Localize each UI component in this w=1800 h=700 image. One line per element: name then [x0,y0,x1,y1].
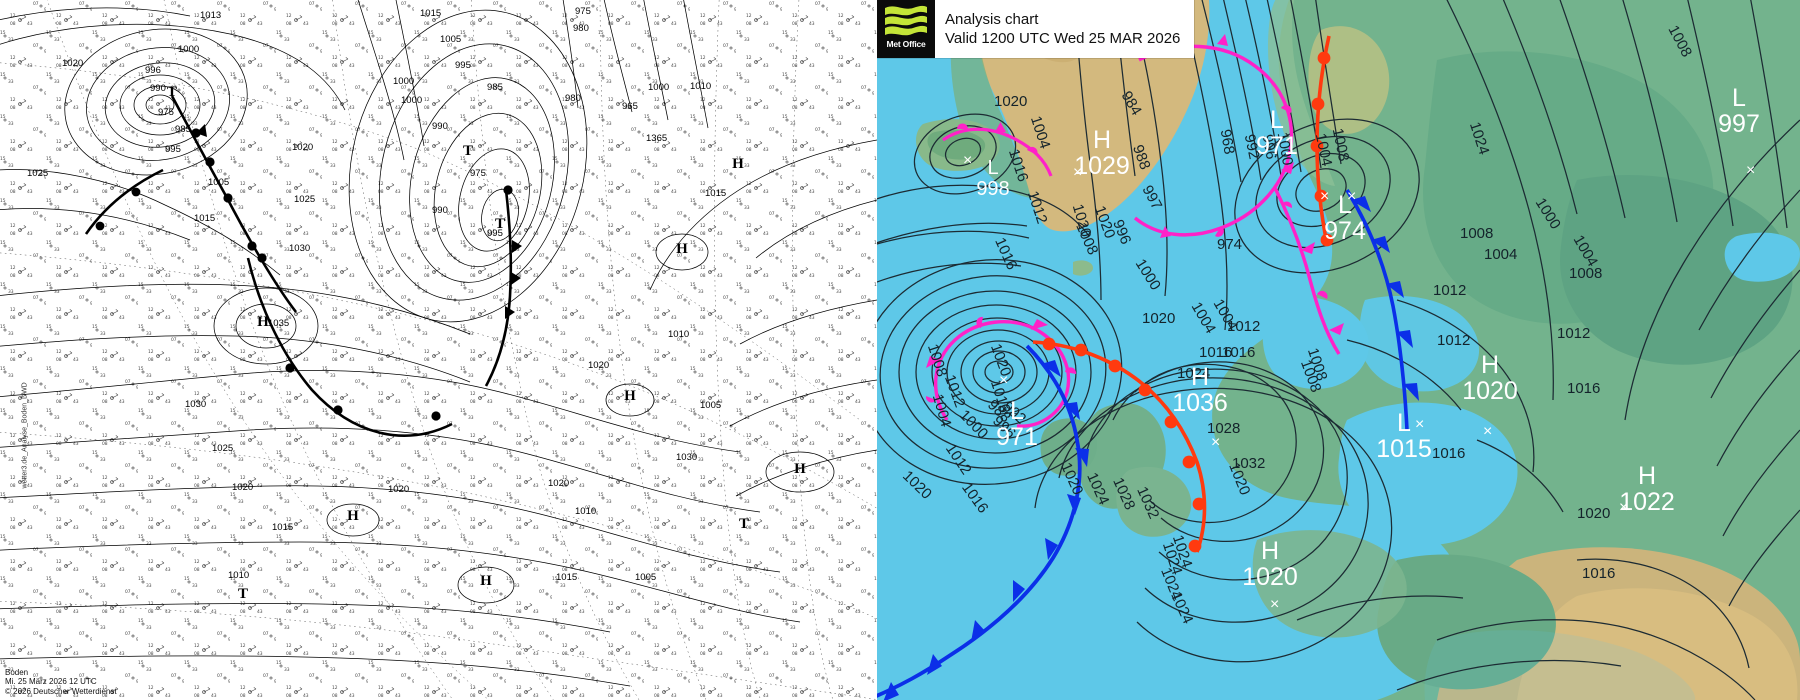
occluded-front-atlantic-low [925,316,1077,428]
left-isobar-label-1015: 1015 [705,188,726,199]
met-office-logo-text: Met Office [886,39,926,49]
left-pressure-centre-H: H [624,388,636,404]
left-isobar-label-1005: 1005 [208,177,229,188]
left-isobar-label-1015: 1015 [556,572,577,583]
left-pressure-centre-T: T [167,84,177,100]
left-isobar-label-1010: 1010 [690,81,711,92]
left-isobar-label-985: 985 [487,82,503,93]
left-isobar-labels: 1013 1015 1005 975 980 1000 1020 996 995 1000 1000… [27,6,726,583]
chart-valid-time: Valid 1200 UTC Wed 25 MAR 2026 [945,30,1181,47]
left-isobar-label-1020: 1020 [232,482,253,493]
left-isobar-label-990: 990 [432,205,448,216]
left-pressure-centre-H: H [794,461,806,477]
left-centre-labels: T T T H H H H H H H T T [167,84,806,602]
left-isobar-label-1020: 1020 [62,58,83,69]
left-isobar-label-1025: 1025 [27,168,48,179]
chart-title: Analysis chart [945,11,1039,28]
left-isobar-label-1005: 1005 [635,572,656,583]
cold-front-north-sea [1345,189,1419,431]
left-isobar-label-975: 975 [158,107,174,118]
left-isobar-label-1030: 1030 [676,452,697,463]
left-pressure-centre-T: T [463,143,473,159]
left-isobar-label-1020: 1020 [588,360,609,371]
occluded-front-baltic [1273,187,1344,355]
left-isobar-label-1015: 1015 [194,213,215,224]
left-pressure-centre-H: H [732,156,744,172]
left-isobar-label-1035: 1035 [268,318,289,329]
left-isobar-label-980: 980 [573,23,589,34]
met-office-map-canvas [877,0,1800,700]
warm-front-atlantic-low [1032,337,1207,553]
dwd-vertical-credit: wetter3.de_Analyse_Boden_DWD [21,382,29,489]
isobars [0,0,877,687]
left-isobar-label-1000: 1000 [393,76,414,87]
station-plot-field [0,0,877,700]
left-isobar-label-1365: 1365 [646,133,667,144]
left-isobar-label-1000: 1000 [648,82,669,93]
left-isobar-label-1030: 1030 [289,243,310,254]
dwd-credit-line-2: Mi. 25 März 2026 12 UTC [5,677,97,686]
warm-front-scandinavia [1310,35,1334,247]
left-pressure-centre-T: T [238,586,248,602]
dwd-credit-block: Boden Mi. 25 März 2026 12 UTC © 2026 Deu… [5,668,117,697]
occluded-front-iceland [942,122,1053,177]
left-chart-fronts [84,95,522,437]
left-isobar-label-1020: 1020 [548,478,569,489]
left-isobar-label-996: 996 [145,65,161,76]
left-pressure-centre-T: T [495,216,505,232]
left-isobar-label-1015: 1015 [420,8,441,19]
left-isobar-label-1005: 1005 [700,400,721,411]
left-isobar-label-980: 980 [565,93,581,104]
left-chart-dwd-surface-analysis[interactable]: 12 08 43 07 91 15 33 [0,0,877,700]
left-isobar-label-990: 990 [432,121,448,132]
isobar-lines [877,0,1800,700]
left-isobar-label-975: 975 [470,168,486,179]
right-chart-met-office-analysis[interactable]: Met Office Analysis chart Valid 1200 UTC… [877,0,1800,700]
left-isobar-label-1010: 1010 [668,329,689,340]
left-isobar-label-1015: 1015 [272,522,293,533]
left-isobar-label-1010: 1010 [575,506,596,517]
left-isobar-label-1013: 1013 [200,10,221,21]
left-isobar-label-965: 965 [622,101,638,112]
met-office-title-block: Analysis chart Valid 1200 UTC Wed 25 MAR… [935,0,1194,58]
left-isobar-label-1010: 1010 [228,570,249,581]
left-isobar-label-1030: 1030 [185,399,206,410]
left-isobar-label-995: 995 [455,60,471,71]
left-pressure-centre-H: H [347,508,359,524]
dwd-chart-canvas: 12 08 43 07 91 15 33 [0,0,877,700]
dwd-credit-line-3: © 2026 Deutscher Wetterdienst [5,686,117,696]
left-isobar-label-1025: 1025 [294,194,315,205]
left-isobar-label-975: 975 [575,6,591,17]
left-isobar-label-1000: 1000 [178,44,199,55]
dwd-credit-line-1: Boden [5,667,29,677]
left-isobar-label-985: 985 [175,124,191,135]
left-isobar-label-1020: 1020 [292,142,313,153]
left-isobar-label-995: 995 [487,228,503,239]
left-isobar-label-990: 990 [150,83,166,94]
met-office-logo[interactable]: Met Office [877,0,935,58]
front-systems [877,34,1419,700]
left-isobar-label-1000: 1000 [401,95,422,106]
met-office-wave-logo-icon [883,4,929,38]
left-pressure-centre-T: T [739,516,749,532]
left-pressure-centre-H: H [257,314,269,330]
met-office-header: Met Office Analysis chart Valid 1200 UTC… [877,0,1195,58]
left-isobar-label-1025: 1025 [212,443,233,454]
left-isobar-label-1020: 1020 [388,484,409,495]
cold-front-atlantic-low [877,344,1089,700]
left-pressure-centre-H: H [676,241,688,257]
left-isobar-label-1005: 1005 [440,34,461,45]
left-pressure-centre-H: H [480,573,492,589]
left-isobar-label-995: 995 [165,144,181,155]
graticule [0,0,877,700]
